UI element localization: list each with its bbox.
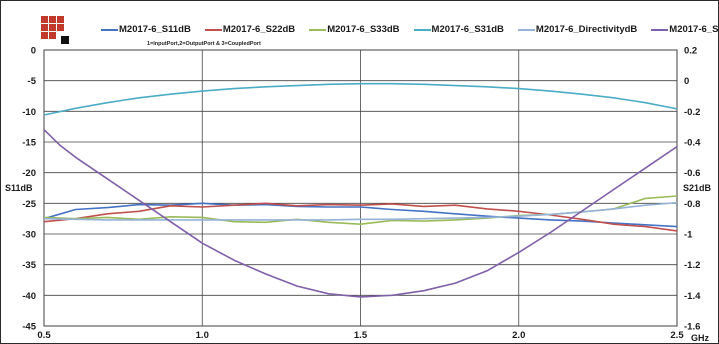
series-line-3: [43, 82, 678, 116]
legend-item-s11: M2017-6_S11dB: [101, 24, 191, 35]
y-left-tick-label: -30: [22, 230, 36, 241]
x-axis-label: GHz: [691, 333, 710, 343]
y-left-tick-label: -40: [22, 291, 36, 302]
legend-label: M2017-6_S33dB: [327, 24, 400, 35]
x-tick-label: 0.5: [37, 330, 51, 341]
legend-item-s31: M2017-6_S31dB: [413, 24, 504, 35]
legend-swatch: [517, 28, 535, 31]
y-left-tick-label: -20: [22, 168, 36, 179]
x-tick-label: 2.0: [512, 330, 525, 341]
legend-swatch: [413, 28, 431, 31]
series-line-5: [43, 129, 678, 298]
legend-label: M2017-6_S11dB: [119, 24, 191, 35]
y-left-tick-label: -25: [22, 199, 36, 210]
y-right-tick-label: -1.6: [684, 322, 700, 333]
legend-item-s21: M2017-6_S21dB: [651, 24, 719, 35]
chart-legend: M2017-6_S11dB M2017-6_S22dB M2017-6_S33d…: [101, 24, 719, 35]
series-line-4: [43, 201, 678, 221]
y-left-tick-label: -5: [28, 76, 37, 87]
legend-item-directivity: M2017-6_DirectivitydB: [517, 24, 638, 35]
y-left-tick-label: -35: [22, 260, 36, 271]
y-left-axis-label: S11dB: [5, 183, 33, 193]
legend-swatch: [309, 28, 327, 31]
x-tick-label: 2.5: [670, 330, 684, 341]
legend-swatch: [204, 28, 222, 31]
y-right-tick-label: -1.4: [684, 291, 701, 302]
y-right-tick-label: -0.2: [684, 107, 700, 118]
y-left-tick-label: -45: [22, 322, 36, 333]
y-right-tick-label: -0.8: [684, 199, 700, 210]
legend-label: M2017-6_S22dB: [222, 24, 296, 35]
y-left-tick-label: -15: [22, 138, 36, 149]
legend-label: M2017-6_S31dB: [431, 24, 504, 35]
legend-item-s22: M2017-6_S22dB: [204, 24, 296, 35]
legend-label: M2017-6_DirectivitydB: [535, 24, 638, 35]
y-right-tick-label: -1.2: [684, 260, 700, 271]
y-right-tick-label: -0.4: [684, 138, 701, 149]
y-right-axis-label: S21dB: [683, 183, 712, 193]
y-right-tick-label: 0.2: [684, 46, 697, 57]
legend-swatch: [651, 28, 669, 31]
y-right-tick-label: -1: [684, 230, 693, 241]
x-tick-label: 1.0: [196, 330, 209, 341]
y-right-tick-label: -0.6: [684, 168, 700, 179]
y-right-tick-label: 0: [684, 76, 689, 87]
x-tick-label: 1.5: [354, 330, 368, 341]
legend-swatch: [101, 28, 118, 31]
brand-logo-icon: [41, 16, 69, 44]
y-left-tick-label: 0: [31, 46, 36, 57]
port-definition-note: 1=InputPort,2=OutputPort & 3=CoupledPort: [147, 41, 261, 47]
legend-label: M2017-6_S21dB: [669, 24, 719, 35]
y-left-tick-label: -10: [22, 107, 36, 118]
legend-item-s33: M2017-6_S33dB: [309, 24, 400, 35]
series-line-0: [43, 202, 678, 228]
